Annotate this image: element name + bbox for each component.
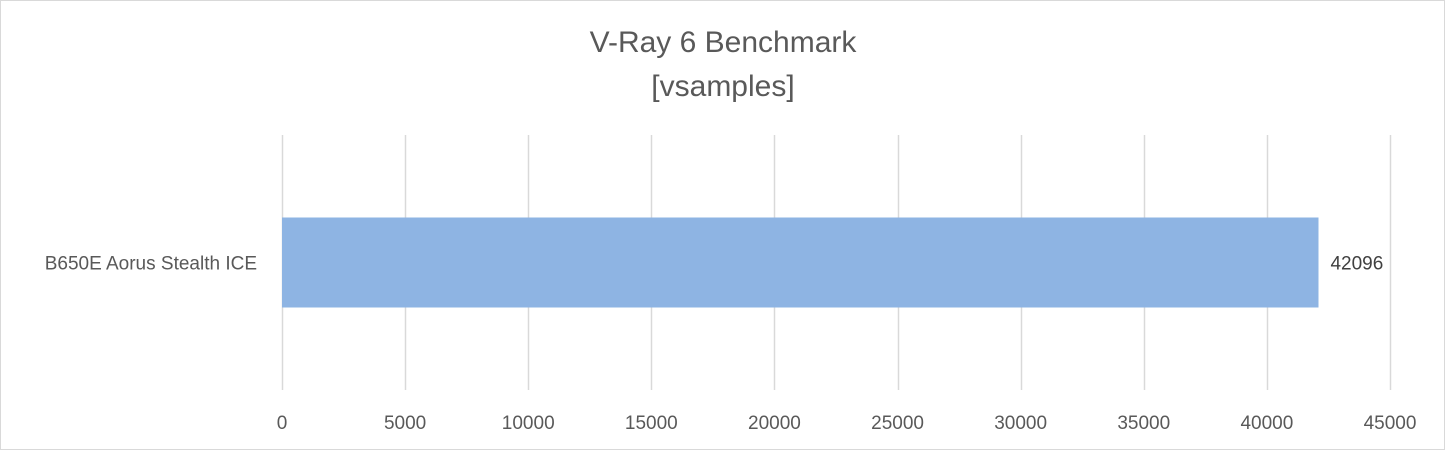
y-category-label: B650E Aorus Stealth ICE	[45, 254, 257, 275]
x-tick-label: 20000	[748, 413, 801, 434]
x-tick-label: 10000	[502, 413, 555, 434]
bar	[282, 217, 1319, 308]
x-tick-label: 15000	[625, 413, 678, 434]
x-tick-label: 35000	[1117, 413, 1170, 434]
x-tick-label: 30000	[994, 413, 1047, 434]
x-tick-label: 40000	[1240, 413, 1293, 434]
chart-subtitle: [vsamples]	[651, 70, 794, 103]
chart-title: V-Ray 6 Benchmark	[590, 26, 858, 59]
x-tick-label: 0	[277, 413, 288, 434]
data-label: 42096	[1330, 254, 1383, 275]
x-tick-label: 25000	[871, 413, 924, 434]
x-tick-label: 45000	[1364, 413, 1417, 434]
x-tick-label: 5000	[384, 413, 426, 434]
